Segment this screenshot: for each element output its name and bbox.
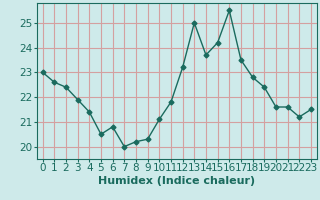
- X-axis label: Humidex (Indice chaleur): Humidex (Indice chaleur): [98, 176, 255, 186]
